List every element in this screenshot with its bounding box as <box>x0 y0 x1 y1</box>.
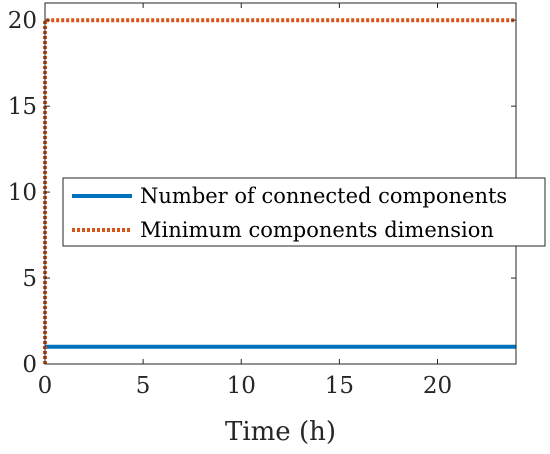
series-layer <box>43 18 516 364</box>
y-tick-label-5: 5 <box>22 266 37 292</box>
y-tick-label-15: 15 <box>8 94 37 120</box>
x-tick-label-0: 0 <box>38 373 53 399</box>
legend-label-2: Minimum components dimension <box>140 218 494 242</box>
ticks-layer: 0 5 10 15 20 0 5 10 15 20 <box>8 3 516 399</box>
y-tick-label-20: 20 <box>8 8 37 34</box>
legend-items: Number of connected components Minimum co… <box>72 184 507 242</box>
y-tick-label-0: 0 <box>22 352 37 378</box>
x-axis-label: Time (h) <box>225 417 336 447</box>
x-tick-label-15: 15 <box>325 373 354 399</box>
legend: Number of connected components Minimum co… <box>62 177 546 247</box>
y-tick-label-10: 10 <box>8 180 37 206</box>
legend-box <box>62 177 546 247</box>
x-tick-label-20: 20 <box>423 373 452 399</box>
x-tick-label-10: 10 <box>227 373 256 399</box>
legend-label-1: Number of connected components <box>140 184 507 208</box>
x-axis-label-text: Time (h) <box>225 417 336 447</box>
x-tick-label-5: 5 <box>136 373 151 399</box>
series-line-2 <box>43 18 516 364</box>
